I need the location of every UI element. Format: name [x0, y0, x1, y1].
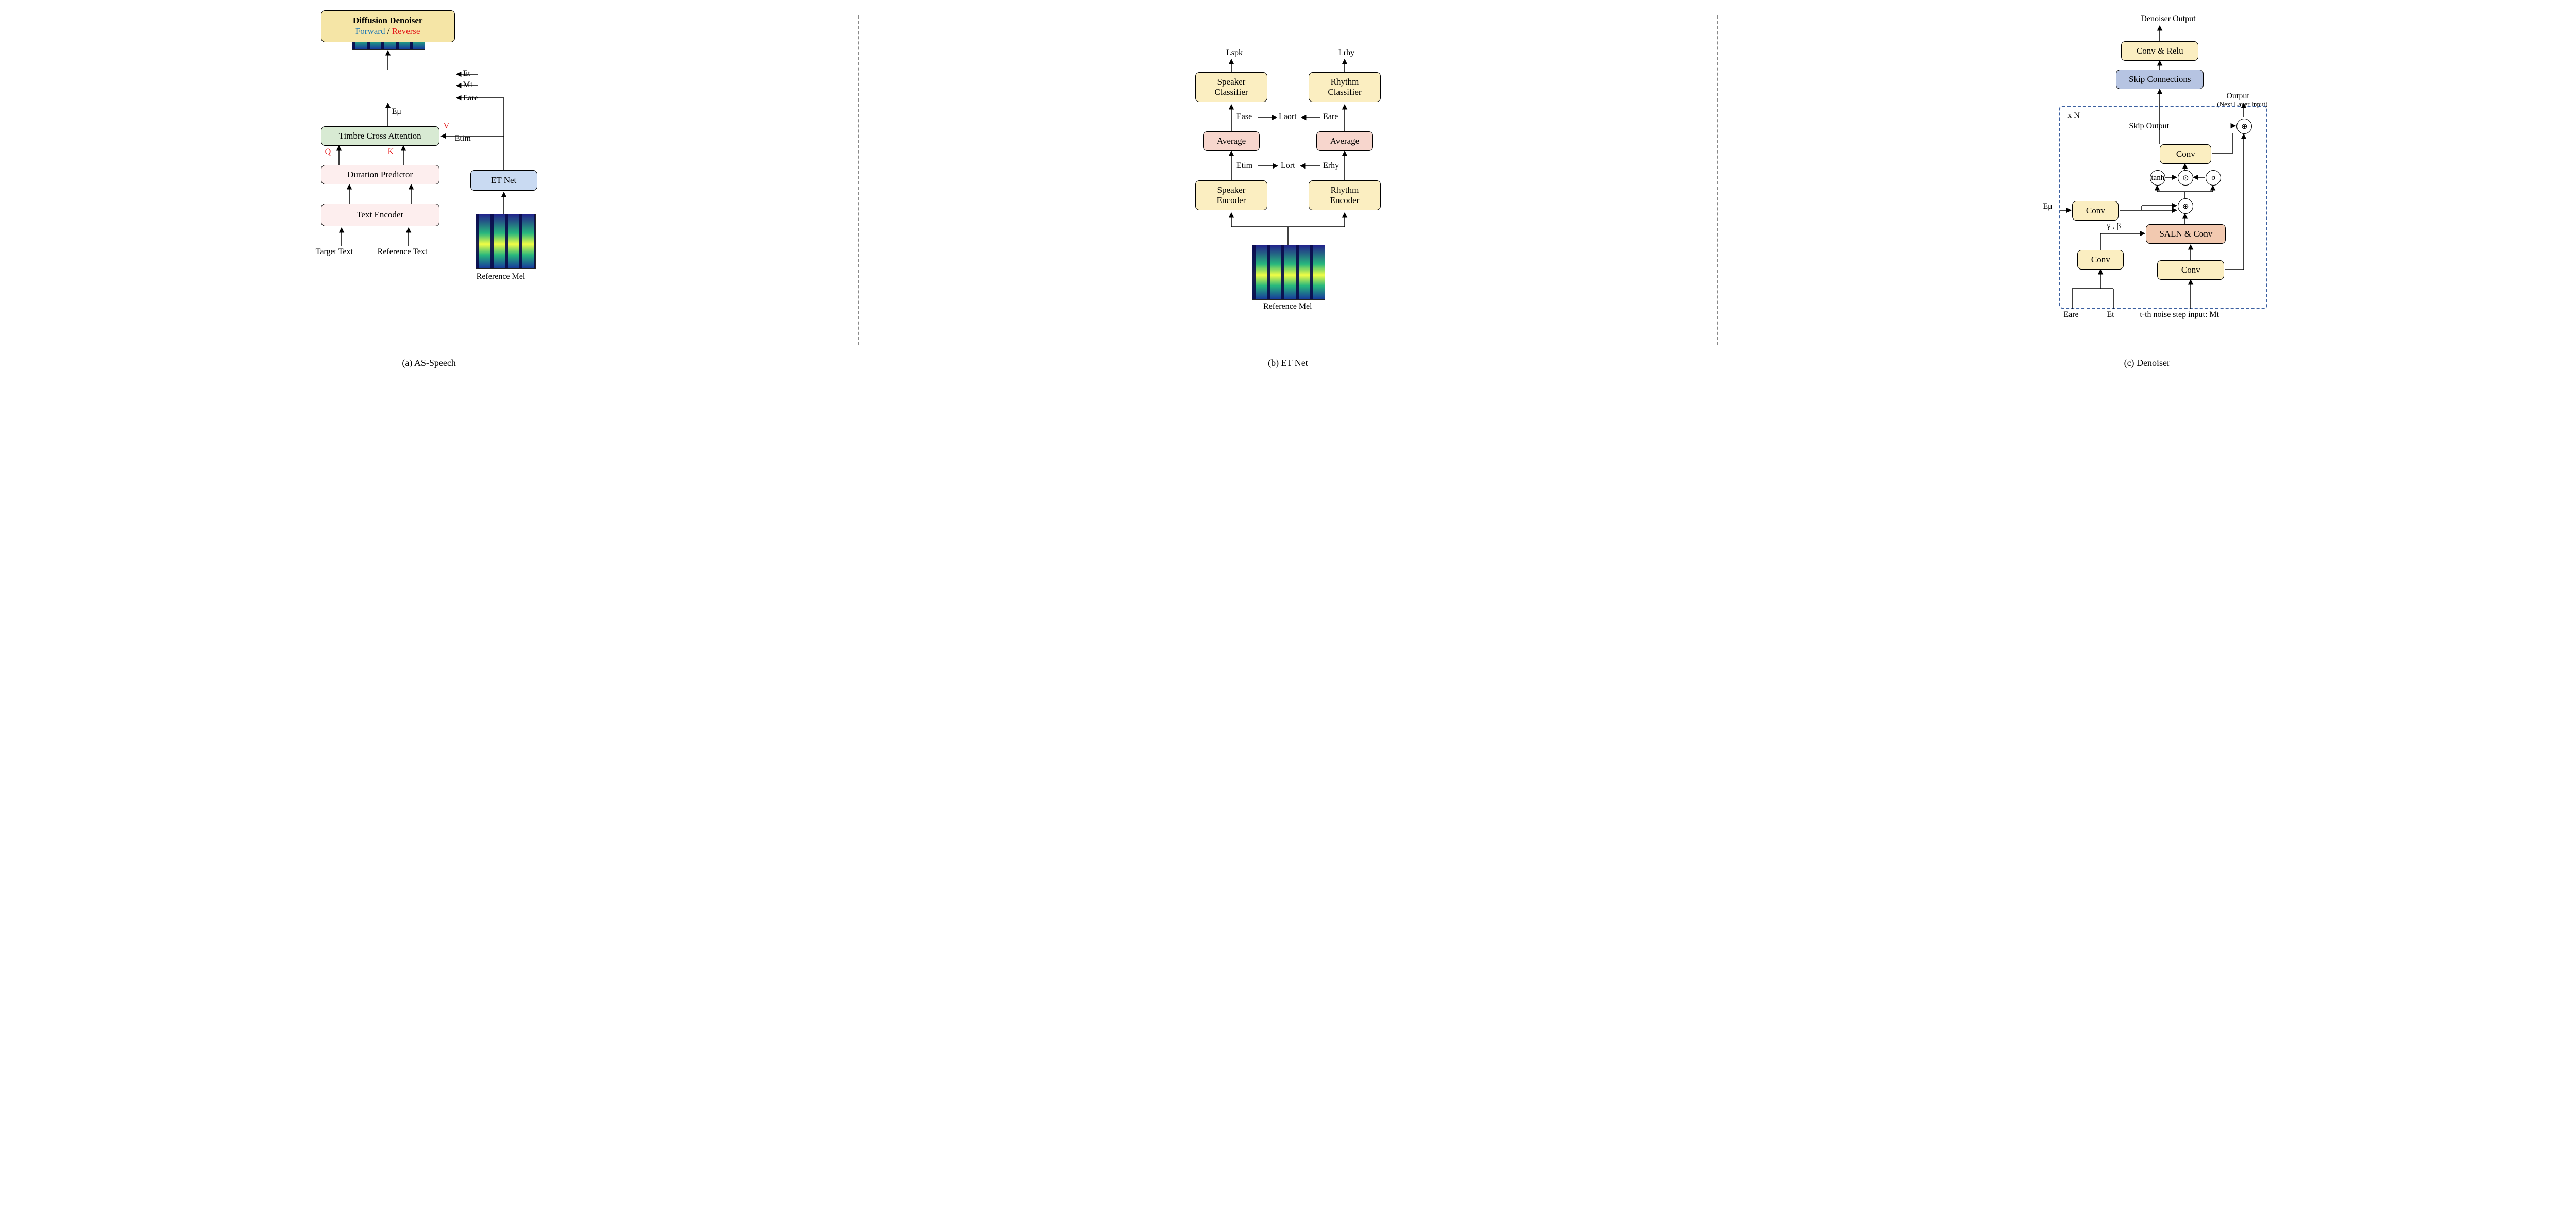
timbre-cross-attention-box: Timbre Cross Attention [321, 126, 439, 146]
eare-label-c: Eare [2063, 310, 2078, 319]
conv-top-box: Conv [2160, 144, 2211, 164]
q-label: Q [325, 147, 331, 157]
lspk-label: Lspk [1226, 48, 1243, 58]
gamma-beta-label: γ , β [2107, 222, 2121, 231]
speaker-encoder-box: Speaker Encoder [1195, 180, 1267, 210]
v-label: V [444, 122, 450, 131]
text-encoder-box: Text Encoder [321, 204, 439, 226]
et-label-c: Et [2107, 310, 2114, 319]
target-text-label: Target Text [316, 247, 353, 257]
plus-text: ⊕ [2182, 201, 2189, 211]
average-left-box: Average [1203, 131, 1260, 151]
duration-predictor-box: Duration Predictor [321, 165, 439, 184]
panel-as-speech: Diffusion Denoiser Forward / Reverse Tim… [10, 10, 848, 371]
panel-denoiser: x N Conv & Relu Skip Connections Conv Co… [1728, 10, 2566, 371]
emu-label-c: Eμ [2043, 202, 2052, 211]
divider-2 [1717, 15, 1718, 345]
conv-relu-box: Conv & Relu [2121, 41, 2198, 61]
conv-bottom-left-box: Conv [2077, 250, 2124, 270]
reverse-label: Reverse [392, 26, 420, 36]
average-right-box: Average [1316, 131, 1373, 151]
laort-label: Laort [1279, 112, 1297, 122]
skip-connections-box: Skip Connections [2116, 70, 2204, 89]
conv-bottom-right-box: Conv [2157, 260, 2224, 280]
panel-c-caption: (c) Denoiser [2124, 358, 2170, 368]
rhythm-classifier-box: Rhythm Classifier [1309, 72, 1381, 102]
saln-conv-box: SALN & Conv [2146, 224, 2226, 244]
mt-label: Mt [463, 80, 473, 90]
slash: / [385, 26, 392, 36]
eare-label-b: Eare [1323, 112, 1338, 122]
figure-container: Diffusion Denoiser Forward / Reverse Tim… [10, 10, 2566, 371]
lrhy-label: Lrhy [1338, 48, 1354, 58]
ease-label: Ease [1236, 112, 1252, 122]
reference-mel-label-b: Reference Mel [1263, 302, 1312, 311]
lort-label: Lort [1281, 161, 1295, 171]
reference-mel-spectrogram [476, 214, 536, 269]
panel-et-net: Speaker Encoder Rhythm Encoder Average A… [869, 10, 1706, 371]
dot-text: ⊙ [2182, 173, 2189, 183]
etim-label: Etim [455, 134, 471, 143]
plus2-text: ⊕ [2241, 122, 2248, 131]
panel-a-caption: (a) AS-Speech [402, 358, 455, 368]
eare-label: Eare [463, 94, 478, 103]
denoiser-title: Diffusion Denoiser [353, 15, 423, 25]
xN-label: x N [2067, 111, 2080, 121]
et-net-box: ET Net [470, 170, 537, 191]
conv-emu-box: Conv [2072, 201, 2119, 221]
denoiser-output-label: Denoiser Output [2141, 14, 2195, 24]
diffusion-denoiser-box: Diffusion Denoiser Forward / Reverse [321, 10, 455, 42]
output-sub-label: (Next Layer Input) [2217, 100, 2267, 108]
erhy-label: Erhy [1323, 161, 1339, 171]
etim-label-b: Etim [1236, 161, 1252, 171]
bottom-input-label: t-th noise step input: Mt [2140, 310, 2219, 319]
forward-label: Forward [355, 26, 385, 36]
k-label: K [388, 147, 394, 157]
reference-mel-label-a: Reference Mel [477, 272, 526, 281]
reference-text-label: Reference Text [378, 247, 428, 257]
sigma-text: σ [2211, 174, 2215, 182]
et-label: Et [463, 69, 470, 78]
skip-output-label: Skip Output [2129, 122, 2169, 131]
tanh-text: tanh [2151, 174, 2164, 182]
divider-1 [858, 15, 859, 345]
reference-mel-spectrogram-b [1252, 245, 1325, 300]
emu-label: Eμ [392, 107, 401, 116]
speaker-classifier-box: Speaker Classifier [1195, 72, 1267, 102]
rhythm-encoder-box: Rhythm Encoder [1309, 180, 1381, 210]
panel-b-caption: (b) ET Net [1268, 358, 1308, 368]
